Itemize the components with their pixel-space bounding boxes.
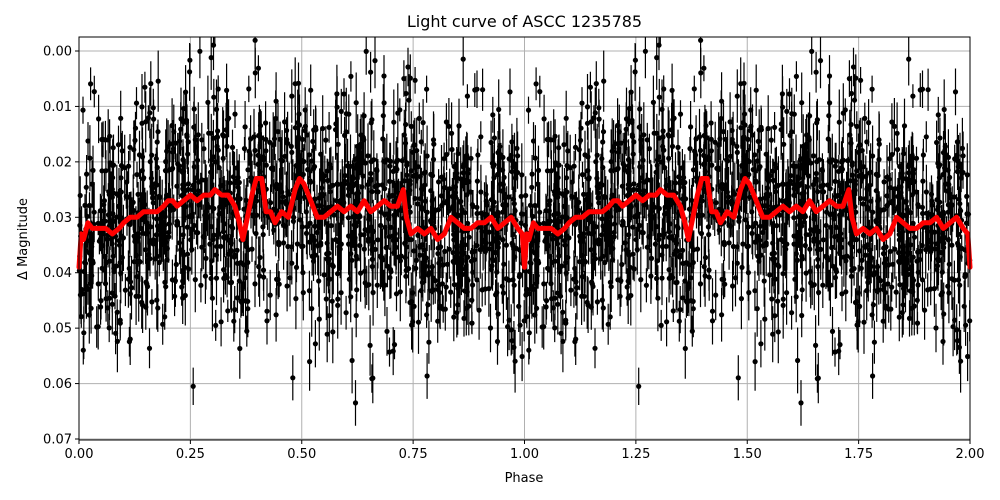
y-tick-label: 0.01 [43, 100, 72, 115]
x-tick-label: 1.75 [844, 447, 873, 462]
y-axis-label: Δ Magnitude [16, 198, 31, 280]
x-axis-ticks: 0.00 0.25 0.50 0.75 1.00 1.25 1.50 1.75 2.00 [65, 440, 985, 462]
x-tick-label: 2.00 [956, 447, 985, 462]
y-tick-label: 0.04 [43, 266, 72, 281]
y-tick-label: 0.07 [43, 433, 72, 448]
binned-mean-line [76, 176, 973, 270]
x-tick-label: 0.50 [287, 447, 316, 462]
x-axis-label: Phase [505, 471, 544, 486]
x-tick-label: 1.25 [621, 447, 650, 462]
x-tick-label: 1.00 [510, 447, 539, 462]
x-tick-label: 0.75 [399, 447, 428, 462]
y-tick-label: 0.03 [43, 211, 72, 226]
y-tick-label: 0.06 [43, 377, 72, 392]
y-axis-ticks: 0.00 0.01 0.02 0.03 0.04 0.05 0.06 0.07 [43, 45, 79, 448]
x-tick-label: 0.00 [65, 447, 94, 462]
x-tick-label: 0.25 [176, 447, 205, 462]
y-tick-label: 0.00 [43, 45, 72, 60]
x-tick-label: 1.50 [733, 447, 762, 462]
chart-title: Light curve of ASCC 1235785 [406, 12, 643, 31]
y-tick-label: 0.05 [43, 322, 72, 337]
y-tick-label: 0.02 [43, 155, 72, 170]
